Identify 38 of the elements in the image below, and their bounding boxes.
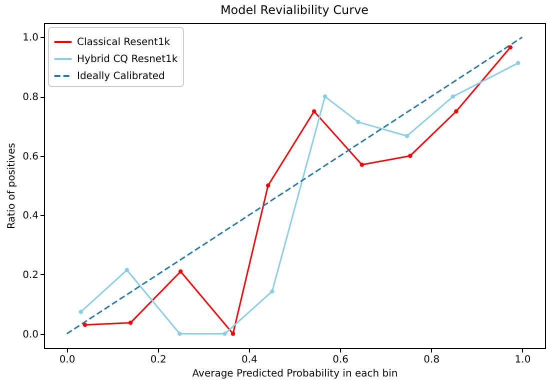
point: [128, 320, 133, 325]
point: [78, 310, 84, 314]
point: [408, 154, 412, 158]
x-tick-label: 1.0: [514, 354, 531, 366]
point: [178, 332, 182, 336]
y-tick-label: 0.8: [22, 92, 38, 104]
point: [230, 332, 236, 336]
point: [322, 94, 328, 99]
y-tick-label: 0.0: [22, 329, 38, 340]
x-tick-label: 0.6: [332, 354, 348, 366]
legend-label: Hybrid CQ Resnet1k: [77, 54, 178, 65]
point: [178, 269, 183, 274]
y-tick-label: 0.4: [22, 210, 38, 222]
point: [454, 109, 458, 114]
point: [508, 45, 513, 50]
y-tick-label: 1.0: [22, 32, 38, 44]
y-tick-label: 0.2: [22, 270, 38, 281]
point: [356, 120, 360, 124]
point: [312, 109, 316, 114]
point: [124, 268, 130, 272]
point: [516, 60, 520, 66]
x-tick-label: 0.2: [150, 354, 166, 366]
point: [266, 183, 270, 188]
point: [404, 134, 410, 138]
point: [450, 94, 456, 99]
x-tick-label: 0.0: [59, 354, 76, 366]
y-tick-label: 0.6: [22, 151, 38, 162]
y-axis-title: Ratio of positives: [6, 142, 18, 230]
x-tick-label: 0.8: [424, 354, 440, 366]
chart-title: Model Revialibility Curve: [220, 3, 369, 17]
legend-label: Ideally Calibrated: [77, 71, 165, 82]
point: [222, 332, 227, 336]
point: [270, 289, 274, 294]
legend-label: Classical Resent1k: [77, 37, 170, 48]
x-tick-label: 0.4: [242, 354, 258, 366]
x-axis-title: Average Predicted Probability in each bin: [192, 368, 398, 380]
point: [82, 322, 88, 327]
point: [360, 162, 364, 167]
